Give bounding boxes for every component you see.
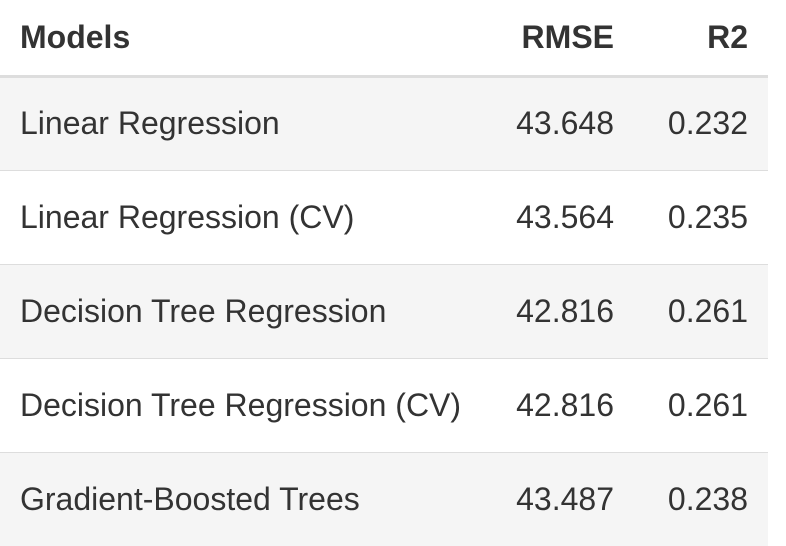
r2-cell: 0.232: [634, 75, 768, 170]
model-name-cell: Decision Tree Regression: [0, 263, 500, 358]
rmse-cell: 43.487: [500, 451, 634, 546]
model-results-table: Models RMSE R2 Linear Regression 43.648 …: [0, 0, 768, 546]
column-header-models: Models: [0, 0, 500, 78]
r2-cell: 0.261: [634, 263, 768, 358]
model-name-cell: Decision Tree Regression (CV): [0, 357, 500, 452]
r2-cell: 0.235: [634, 169, 768, 264]
model-name-cell: Linear Regression (CV): [0, 169, 500, 264]
header-row: Models RMSE R2: [0, 0, 768, 78]
table-row: Linear Regression 43.648 0.232: [0, 75, 768, 170]
column-header-rmse: RMSE: [500, 0, 634, 78]
model-name-cell: Gradient-Boosted Trees: [0, 451, 500, 546]
rmse-cell: 42.816: [500, 263, 634, 358]
model-name-cell: Linear Regression: [0, 75, 500, 170]
results-table-container: Models RMSE R2 Linear Regression 43.648 …: [0, 0, 768, 546]
column-header-r2: R2: [634, 0, 768, 78]
rmse-cell: 42.816: [500, 357, 634, 452]
r2-cell: 0.261: [634, 357, 768, 452]
rmse-cell: 43.564: [500, 169, 634, 264]
table-body: Linear Regression 43.648 0.232 Linear Re…: [0, 75, 768, 546]
r2-cell: 0.238: [634, 451, 768, 546]
rmse-cell: 43.648: [500, 75, 634, 170]
table-row: Decision Tree Regression 42.816 0.261: [0, 263, 768, 358]
table-header: Models RMSE R2: [0, 0, 768, 78]
table-row: Linear Regression (CV) 43.564 0.235: [0, 169, 768, 264]
table-row: Gradient-Boosted Trees 43.487 0.238: [0, 451, 768, 546]
table-row: Decision Tree Regression (CV) 42.816 0.2…: [0, 357, 768, 452]
